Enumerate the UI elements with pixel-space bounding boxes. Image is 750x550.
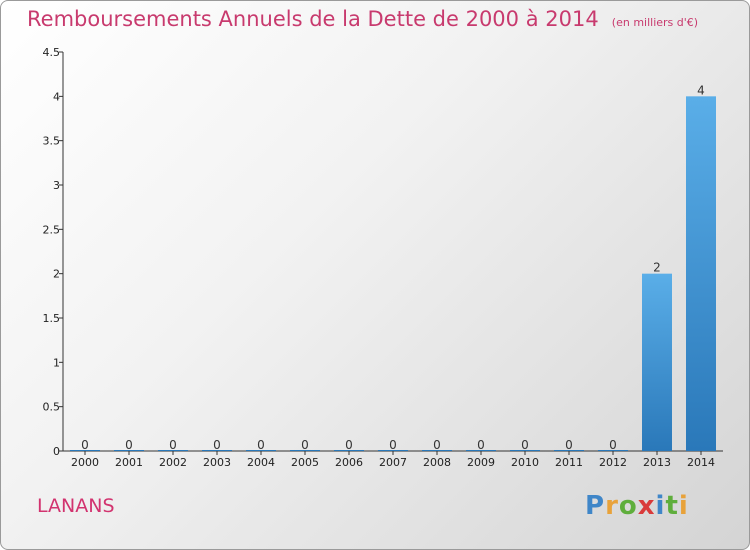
y-axis: 0 0.5 1 1.5 2 2.5 3 3.5 4 4.5	[43, 46, 64, 458]
bar	[642, 273, 672, 451]
value-labels: 0 0 0 0 0 0 0 0 0 0 0 0 0 2 4	[81, 83, 705, 452]
bar	[422, 450, 452, 451]
chart-title-block: Remboursements Annuels de la Dette de 20…	[27, 7, 698, 31]
x-tick-label: 2002	[159, 456, 187, 469]
bar	[114, 450, 144, 451]
bar	[598, 450, 628, 451]
y-tick-label: 3.5	[43, 135, 61, 148]
proxiti-logo: Proxiti	[585, 491, 689, 521]
y-tick-label: 2.5	[43, 223, 61, 236]
bar-value-label: 0	[389, 438, 397, 452]
chart-subtitle: (en milliers d'€)	[611, 16, 699, 29]
x-tick-label: 2003	[203, 456, 231, 469]
y-tick-label: 1.5	[43, 312, 61, 325]
logo-letter: r	[605, 491, 619, 521]
logo-letter: i	[678, 491, 689, 521]
x-tick-label: 2011	[555, 456, 583, 469]
bar	[158, 450, 188, 451]
bar	[466, 450, 496, 451]
commune-name: LANANS	[37, 495, 115, 517]
x-axis: 2000 2001 2002 2003 2004 2005 2006 2007 2008 2009…	[63, 450, 723, 469]
bar-value-label: 0	[345, 438, 353, 452]
bar	[246, 450, 276, 451]
bar-value-label: 0	[609, 438, 617, 452]
y-tick-label: 0	[53, 445, 60, 458]
x-tick-label: 2014	[687, 456, 715, 469]
bar	[510, 450, 540, 451]
x-tick-label: 2006	[335, 456, 363, 469]
x-tick-label: 2008	[423, 456, 451, 469]
x-tick-label: 2010	[511, 456, 539, 469]
logo-letter: o	[618, 491, 638, 521]
bar-value-label: 0	[301, 438, 309, 452]
x-tick-label: 2007	[379, 456, 407, 469]
chart-title: Remboursements Annuels de la Dette de 20…	[27, 7, 599, 31]
y-tick-label: 4.5	[43, 46, 61, 59]
bar-value-label: 0	[169, 438, 177, 452]
y-tick-label: 2	[53, 268, 60, 281]
x-tick-label: 2009	[467, 456, 495, 469]
bar-value-label: 0	[433, 438, 441, 452]
bar	[290, 450, 320, 451]
y-tick-label: 1	[53, 356, 60, 369]
logo-letter: x	[637, 491, 656, 521]
bar-value-label: 0	[213, 438, 221, 452]
bar	[202, 450, 232, 451]
x-tick-label: 2001	[115, 456, 143, 469]
x-tick-label: 2013	[643, 456, 671, 469]
logo-letter: P	[585, 491, 606, 521]
bar-value-label: 2	[653, 261, 661, 275]
x-tick-label: 2005	[291, 456, 319, 469]
bar	[378, 450, 408, 451]
bar-value-label: 0	[81, 438, 89, 452]
bar-value-label: 0	[521, 438, 529, 452]
bar	[70, 450, 100, 451]
bar-value-label: 0	[565, 438, 573, 452]
bar	[554, 450, 584, 451]
bar-value-label: 0	[125, 438, 133, 452]
logo-letter: t	[665, 491, 679, 521]
y-tick-label: 3	[53, 179, 60, 192]
bar	[334, 450, 364, 451]
bar	[686, 96, 716, 451]
bar-value-label: 4	[697, 83, 705, 97]
x-tick-label: 2004	[247, 456, 275, 469]
logo-letter: i	[655, 491, 666, 521]
y-tick-label: 0.5	[43, 401, 61, 414]
bar-value-label: 0	[257, 438, 265, 452]
bar-value-label: 0	[477, 438, 485, 452]
y-tick-label: 4	[53, 90, 60, 103]
x-tick-label: 2000	[71, 456, 99, 469]
x-tick-label: 2012	[599, 456, 627, 469]
bars	[70, 96, 716, 451]
